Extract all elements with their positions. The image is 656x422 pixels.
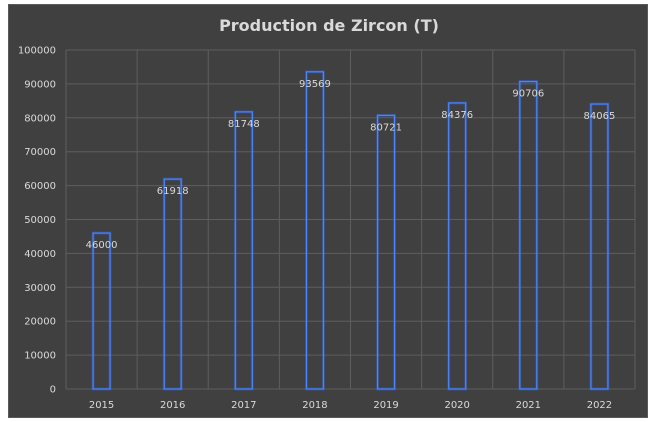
data-label-2016: 61918 bbox=[157, 186, 189, 197]
y-tick-label: 90000 bbox=[24, 79, 56, 90]
y-tick-label: 40000 bbox=[24, 249, 56, 260]
x-tick-label: 2016 bbox=[160, 400, 185, 411]
bar-2022 bbox=[590, 103, 609, 390]
chart-title: Production de Zircon (T) bbox=[219, 16, 439, 35]
x-tick-label: 2021 bbox=[516, 400, 541, 411]
chart-frame: Production de Zircon (T) 0 10000 20000 3000… bbox=[8, 4, 648, 418]
bar-glow bbox=[518, 80, 539, 391]
data-label-2020: 84376 bbox=[441, 110, 473, 121]
y-tick-label: 70000 bbox=[24, 147, 56, 158]
x-tick-label: 2022 bbox=[587, 400, 612, 411]
bar-chart: Production de Zircon (T) 0 10000 20000 3000… bbox=[18, 16, 636, 411]
y-tick-label: 20000 bbox=[24, 317, 56, 328]
bar-2019 bbox=[376, 114, 396, 390]
x-tick-label: 2019 bbox=[373, 400, 398, 411]
bar-2020 bbox=[448, 102, 467, 390]
gridlines bbox=[65, 49, 636, 390]
data-label-2022: 84065 bbox=[584, 111, 616, 122]
data-label-2021: 90706 bbox=[512, 89, 544, 100]
bar-glow bbox=[447, 101, 468, 391]
bar-2018 bbox=[305, 71, 325, 390]
y-tick-label: 80000 bbox=[24, 113, 56, 124]
bar-2017 bbox=[234, 111, 253, 390]
data-label-2018: 93569 bbox=[299, 79, 331, 90]
bars bbox=[91, 70, 610, 391]
y-tick-label: 60000 bbox=[24, 181, 56, 192]
bar-glow bbox=[162, 177, 183, 391]
bar-glow bbox=[233, 110, 254, 391]
bar-glow bbox=[304, 70, 325, 391]
y-tick-label: 0 bbox=[50, 385, 56, 396]
y-tick-label: 100000 bbox=[18, 46, 56, 57]
x-tick-label: 2015 bbox=[89, 400, 114, 411]
x-axis-ticks: 2015 2016 2017 2018 2019 2020 2021 2022 bbox=[89, 400, 612, 411]
x-tick-label: 2020 bbox=[444, 400, 469, 411]
bar-glow bbox=[589, 102, 610, 391]
bar-2015 bbox=[92, 232, 111, 390]
bar-glow bbox=[91, 231, 112, 391]
y-tick-label: 50000 bbox=[24, 215, 56, 226]
bar-2021 bbox=[519, 80, 538, 390]
bar-2016 bbox=[163, 178, 182, 390]
y-axis-ticks: 0 10000 20000 30000 40000 50000 60000 70000 8000… bbox=[18, 46, 56, 396]
y-tick-label: 30000 bbox=[24, 283, 56, 294]
y-tick-label: 10000 bbox=[24, 351, 56, 362]
bar-glow bbox=[376, 113, 397, 391]
x-tick-label: 2018 bbox=[302, 400, 327, 411]
x-tick-label: 2017 bbox=[231, 400, 256, 411]
data-label-2019: 80721 bbox=[370, 122, 402, 133]
data-label-2015: 46000 bbox=[86, 240, 118, 251]
data-label-2017: 81748 bbox=[228, 119, 260, 130]
data-labels: 46000 61918 81748 93569 80721 84376 90706 84065 bbox=[86, 79, 616, 251]
